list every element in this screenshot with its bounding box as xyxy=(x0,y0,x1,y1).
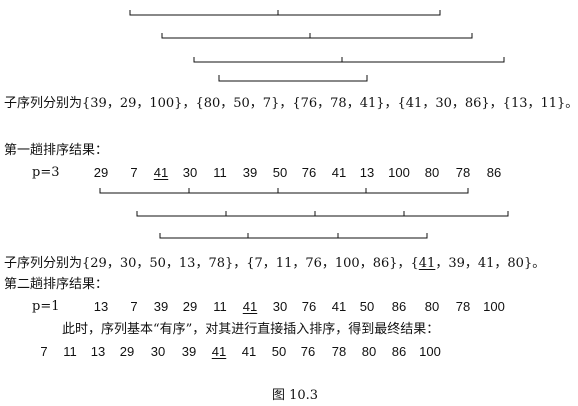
sequence-number: 39 xyxy=(153,299,169,314)
pass-2-title: 第二趟排序结果： xyxy=(4,277,109,292)
sequence-number: 76 xyxy=(301,299,317,314)
sequence-number: 29 xyxy=(93,165,109,180)
sequence-number: 30 xyxy=(272,299,288,314)
sequence-number: 86 xyxy=(486,165,502,180)
sequence-number: 50 xyxy=(271,344,287,359)
sequence-number: 78 xyxy=(331,344,347,359)
sequence-number: 41 xyxy=(153,165,169,180)
sequence-number: 29 xyxy=(182,299,198,314)
figure-caption: 图 10.3 xyxy=(272,388,319,403)
pass-1-p: p=3 xyxy=(32,165,60,180)
sequence-number: 76 xyxy=(300,344,316,359)
sequence-number: 86 xyxy=(391,299,407,314)
sequence-number: 80 xyxy=(361,344,377,359)
sequence-number: 86 xyxy=(391,344,407,359)
pass-1-title: 第一趟排序结果： xyxy=(4,143,109,158)
sequence-number: 100 xyxy=(483,299,505,314)
sequence-number: 13 xyxy=(93,299,109,314)
sequence-number: 41 xyxy=(242,299,258,314)
subsequence-line-1: 子序列分别为{39，29，100}，{80，50，7}，{76，78，41}，{… xyxy=(4,96,578,111)
sequence-number: 30 xyxy=(150,344,166,359)
subsequence-line-2: 子序列分别为{29，30，50，13，78}，{7，11，76，100，86}，… xyxy=(4,256,546,271)
sequence-number: 7 xyxy=(40,344,48,359)
sequence-number: 7 xyxy=(130,299,138,314)
sequence-number: 13 xyxy=(90,344,106,359)
note-text: 此时，序列基本“有序”，对其进行直接插入排序，得到最终结果： xyxy=(62,322,440,337)
pass-2-p: p=1 xyxy=(32,299,60,314)
sequence-number: 80 xyxy=(424,299,440,314)
sequence-number: 29 xyxy=(119,344,135,359)
sequence-number: 30 xyxy=(182,165,198,180)
sequence-number: 78 xyxy=(455,299,471,314)
sequence-number: 13 xyxy=(359,165,375,180)
sequence-number: 41 xyxy=(331,299,347,314)
sequence-number: 50 xyxy=(272,165,288,180)
sequence-number: 41 xyxy=(211,344,227,359)
sequence-number: 39 xyxy=(181,344,197,359)
sequence-number: 11 xyxy=(63,344,77,359)
sequence-number: 41 xyxy=(331,165,347,180)
sequence-number: 80 xyxy=(424,165,440,180)
sequence-number: 100 xyxy=(419,344,441,359)
sequence-number: 41 xyxy=(241,344,257,359)
sequence-number: 39 xyxy=(242,165,258,180)
sequence-number: 11 xyxy=(213,299,227,314)
sequence-number: 50 xyxy=(359,299,375,314)
sequence-number: 11 xyxy=(213,165,227,180)
sequence-number: 76 xyxy=(301,165,317,180)
sequence-number: 100 xyxy=(388,165,410,180)
sequence-number: 7 xyxy=(130,165,138,180)
sequence-number: 78 xyxy=(455,165,471,180)
